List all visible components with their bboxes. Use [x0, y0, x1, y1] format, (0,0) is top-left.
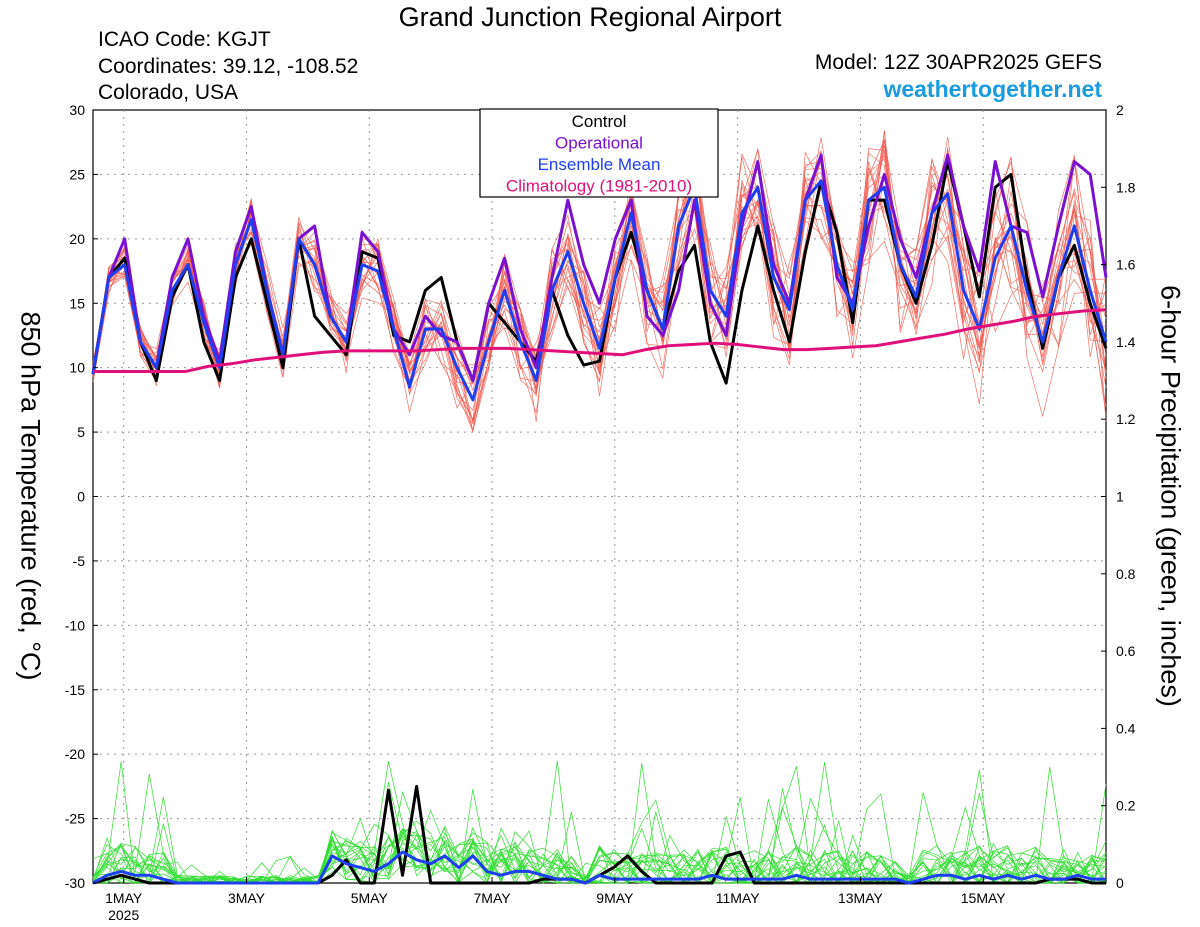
x-tick-label: 1MAY [105, 890, 143, 906]
y-tick-label: 20 [69, 231, 85, 247]
legend: Control Operational Ensemble Mean Climatolo… [479, 108, 719, 198]
member-precip-line [92, 806, 1107, 885]
member-precip-line [92, 793, 1107, 884]
y2-tick-label: 2 [1116, 102, 1124, 118]
y2-tick-label: 1.4 [1116, 334, 1136, 350]
series-lines [91, 153, 1108, 885]
x-tick-label: 5MAY [351, 890, 389, 906]
chart-title: Grand Junction Regional Airport [398, 2, 782, 32]
icao-code: ICAO Code: KGJT [98, 28, 271, 51]
y2-tick-label: 0.4 [1116, 720, 1136, 736]
y-tick-label: 25 [69, 166, 85, 182]
control-precip-line [92, 784, 1106, 885]
site-link[interactable]: weathertogether.net [883, 76, 1102, 102]
ensemble-mean-precip-line [92, 850, 1106, 885]
member-precip-line [92, 817, 1106, 884]
member-precip-line [92, 796, 1107, 884]
legend-entry: Control [572, 112, 627, 131]
y2-tick-label: 0.8 [1116, 566, 1136, 582]
x-tick-label: 11MAY [716, 890, 760, 906]
y-tick-label: 5 [77, 424, 85, 440]
member-precip-line [92, 790, 1107, 884]
x-tick-label: 13MAY [838, 890, 884, 906]
x-tick-label: 7MAY [474, 890, 512, 906]
y-axis-label-right: 6-hour Precipitation (green, inches) [1155, 285, 1186, 707]
legend-box [479, 108, 719, 198]
y2-tick-label: 1.6 [1116, 257, 1136, 273]
x-tick-sublabel: 2025 [108, 907, 139, 923]
y-tick-label: -15 [65, 682, 85, 698]
y-tick-label: 0 [77, 489, 85, 505]
member-temp-line [92, 150, 1107, 423]
region: Colorado, USA [98, 81, 239, 104]
axes: 302520151050-5-10-15-20-25-3021.81.61.41… [65, 102, 1136, 923]
y-axis-label-left: 850 hPa Temperature (red, °C) [15, 311, 46, 681]
y-tick-label: 10 [69, 360, 85, 376]
y-tick-label: 15 [69, 295, 85, 311]
legend-entry: Operational [555, 134, 643, 153]
gridlines [93, 110, 1106, 883]
y2-tick-label: 0 [1116, 875, 1124, 891]
member-precip-line [92, 789, 1107, 885]
y2-tick-label: 1.2 [1116, 411, 1136, 427]
y2-tick-label: 0.2 [1116, 798, 1136, 814]
y-tick-label: -20 [65, 746, 85, 762]
legend-entry: Ensemble Mean [538, 155, 661, 174]
control-line [91, 160, 1108, 385]
member-temp-line [92, 130, 1107, 432]
x-tick-label: 3MAY [228, 890, 266, 906]
y-tick-label: -10 [65, 617, 85, 633]
member-precip-line [92, 792, 1107, 884]
member-precip-line [92, 760, 1107, 884]
x-tick-label: 15MAY [961, 890, 1007, 906]
y2-tick-label: 1 [1116, 489, 1124, 505]
y-tick-label: -25 [65, 811, 85, 827]
member-precip-line [92, 793, 1107, 884]
y-tick-label: -30 [65, 875, 85, 891]
model-run: Model: 12Z 30APR2025 GEFS [814, 51, 1102, 74]
x-tick-label: 9MAY [596, 890, 634, 906]
y-tick-label: -5 [73, 553, 86, 569]
climatology-1981-2010-line [93, 308, 1107, 374]
legend-entry: Climatology (1981-2010) [506, 177, 692, 196]
coordinates: Coordinates: 39.12, -108.52 [98, 55, 359, 78]
y2-tick-label: 0.6 [1116, 643, 1136, 659]
ensemble-mean-line [91, 179, 1108, 402]
y-tick-label: 30 [69, 102, 85, 118]
ensemble-members [92, 130, 1107, 885]
y2-tick-label: 1.8 [1116, 179, 1136, 195]
